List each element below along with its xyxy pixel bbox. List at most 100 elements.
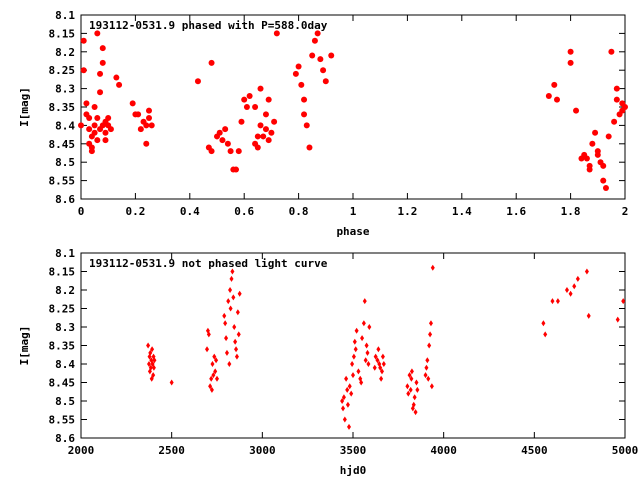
chart-phased-point <box>227 148 234 155</box>
chart-phased-point <box>254 144 261 151</box>
chart-unphased-point <box>341 405 346 412</box>
chart-phased-point <box>102 137 109 144</box>
chart-unphased-point <box>150 346 155 353</box>
chart-unphased-point <box>214 357 219 364</box>
chart-unphased-point <box>564 287 569 293</box>
chart-unphased-xtick-label: 2000 <box>68 444 95 457</box>
chart-phased-point <box>94 115 101 122</box>
chart-phased-point <box>219 137 226 144</box>
chart-unphased-ytick-label: 8.6 <box>55 432 75 445</box>
chart-phased-point <box>146 115 152 122</box>
chart-phased-point <box>268 129 275 136</box>
chart-phased-point <box>143 140 150 147</box>
chart-phased-point <box>322 78 329 85</box>
chart-unphased-point <box>234 353 239 360</box>
chart-phased-point <box>224 140 231 147</box>
chart-unphased-point <box>379 375 384 382</box>
chart-unphased-point <box>208 383 213 390</box>
chart-phased-point <box>252 104 259 110</box>
chart-unphased-point <box>342 416 347 423</box>
chart-phased-point <box>137 126 144 133</box>
chart-unphased-point <box>215 375 219 382</box>
chart-unphased-point <box>360 335 365 342</box>
chart-unphased-point <box>412 394 417 401</box>
chart-unphased-point <box>228 305 233 312</box>
chart-unphased-point <box>362 298 367 305</box>
chart-phased-point <box>135 111 142 118</box>
chart-unphased-point <box>236 331 241 338</box>
chart-unphased-point <box>209 386 214 393</box>
chart-phased-point <box>317 56 324 63</box>
chart-phased-point <box>292 70 299 77</box>
chart-phased-xtick-label: 1.6 <box>506 205 526 218</box>
chart-unphased-point <box>555 298 560 305</box>
chart-phased-ytick-label: 8.45 <box>49 138 76 151</box>
chart-phased-point <box>320 67 327 74</box>
chart-phased-ytick-label: 8.4 <box>55 119 75 132</box>
chart-unphased-point <box>361 320 366 327</box>
chart-unphased-point <box>428 320 433 327</box>
chart-unphased-point <box>227 361 232 367</box>
chart-unphased-point <box>206 331 211 338</box>
chart-unphased-xtick-label: 4500 <box>521 444 548 457</box>
chart-unphased-point <box>344 375 349 382</box>
chart-unphased-point <box>340 398 345 404</box>
chart-unphased-ytick-label: 8.3 <box>55 321 75 334</box>
chart-unphased-point <box>210 361 215 367</box>
chart-unphased-ytick-label: 8.2 <box>55 284 75 297</box>
chart-phased-point <box>91 104 98 110</box>
chart-phased-point <box>86 115 93 122</box>
chart-unphased-point <box>405 383 410 390</box>
chart-unphased-point <box>428 331 433 338</box>
chart-unphased-point <box>228 287 233 293</box>
chart-unphased-point <box>347 423 352 430</box>
chart-phased-point <box>129 100 136 107</box>
chart-phased-point <box>94 137 101 144</box>
chart-phased-point <box>592 129 599 136</box>
chart-phased-point <box>102 129 109 136</box>
chart-phased-xtick-label: 1.2 <box>397 205 417 218</box>
chart-phased-xtick-label: 2 <box>622 205 629 218</box>
chart-unphased-point <box>237 290 242 297</box>
chart-unphased-ytick-label: 8.5 <box>55 395 75 408</box>
chart-phased-point <box>246 92 253 99</box>
chart-phased-point <box>303 122 310 129</box>
chart-phased-point <box>99 45 106 52</box>
chart-phased-xtick-label: 0 <box>78 205 85 218</box>
chart-phased-point <box>107 126 114 133</box>
chart-unphased-point <box>621 298 626 305</box>
chart-unphased-point <box>226 298 231 305</box>
chart-phased-point <box>613 85 620 92</box>
chart-unphased-point <box>408 386 413 393</box>
chart-unphased-point <box>364 342 369 349</box>
chart-phased-ytick-label: 8.35 <box>49 101 76 114</box>
chart-phased-point <box>298 81 305 88</box>
chart-unphased-point <box>572 283 577 290</box>
chart-phased-point <box>551 81 558 88</box>
chart-unphased-point <box>213 368 218 375</box>
chart-phased-point <box>545 92 552 99</box>
chart-unphased-point <box>425 357 430 364</box>
chart-phased-point <box>554 96 560 103</box>
chart-phased-point <box>309 52 316 59</box>
chart-unphased-point <box>341 394 346 401</box>
chart-phased-point <box>238 118 245 125</box>
chart-unphased-point <box>427 342 432 349</box>
chart-phased-xtick-label: 0.4 <box>180 205 200 218</box>
chart-unphased-point <box>151 364 156 371</box>
chart-unphased-point <box>378 364 383 371</box>
chart-phased-point <box>257 122 264 129</box>
chart-phased-point <box>271 118 278 125</box>
chart-phased-point <box>573 107 580 114</box>
chart-phased-point <box>260 133 267 140</box>
chart-phased-point <box>257 85 264 92</box>
chart-unphased-point <box>543 331 548 338</box>
chart-phased-point <box>99 59 106 66</box>
chart-unphased-point <box>231 294 236 301</box>
chart-phased-point <box>262 111 269 118</box>
chart-unphased-point <box>541 320 546 327</box>
chart-unphased-point <box>345 401 350 408</box>
chart-phased-ytick-label: 8.25 <box>49 64 76 77</box>
chart-unphased-point <box>550 298 555 305</box>
